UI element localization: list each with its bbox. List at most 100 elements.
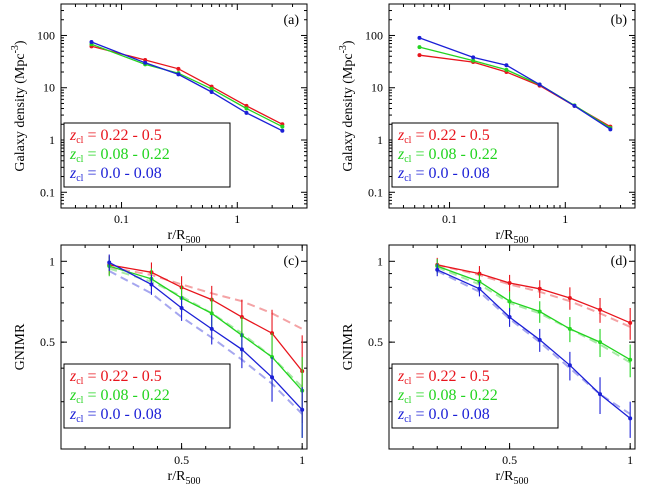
legend-box	[391, 363, 559, 429]
data-point	[628, 357, 633, 362]
legend-z-subscript: cl	[404, 154, 411, 165]
data-point	[471, 55, 476, 60]
legend-box	[63, 122, 231, 188]
x-tick-label: 1	[299, 453, 305, 467]
data-point	[567, 326, 572, 331]
data-point	[572, 103, 577, 108]
data-point	[209, 86, 214, 91]
data-point	[608, 127, 613, 132]
data-point	[143, 57, 148, 62]
panel-b: 0.1 1 0.1 1 10 100 r/R500 Galaxy density (Mpc-3…	[338, 3, 636, 246]
y-axis-title-superscript: -3	[10, 45, 21, 53]
x-axis-title: r/R500	[496, 469, 529, 487]
legend-z-subscript: cl	[76, 414, 83, 425]
y-tick-label: 1	[49, 254, 55, 268]
data-point	[280, 124, 285, 129]
data-point	[239, 347, 244, 352]
legend-entry: zcl = 0.0 - 0.08	[397, 165, 490, 184]
legend-entry: zcl = 0.0 - 0.08	[69, 406, 162, 425]
y-tick-label: 1	[377, 254, 383, 268]
x-axis-title-subscript: 500	[185, 235, 200, 246]
legend-z-subscript: cl	[76, 135, 83, 146]
legend-z-symbol: z	[397, 165, 405, 182]
panel-label: (c)	[283, 254, 299, 269]
legend-entry: zcl = 0.22 - 0.5	[69, 127, 162, 146]
x-axis-title-main: r/R	[496, 228, 515, 243]
data-point	[504, 67, 509, 72]
data-point	[417, 45, 422, 50]
legend-z-symbol: z	[397, 387, 405, 404]
legend-z-symbol: z	[69, 406, 77, 423]
data-point	[477, 286, 482, 291]
data-point	[280, 128, 285, 133]
x-axis-title: r/R500	[168, 228, 201, 246]
legend-z-subscript: cl	[404, 173, 411, 184]
legend-z-subscript: cl	[404, 135, 411, 146]
series-line	[109, 264, 303, 372]
x-axis-title: r/R500	[168, 469, 201, 487]
y-axis-title-main: Galaxy density (Mpc	[13, 53, 28, 171]
dashed-series-line	[436, 263, 631, 328]
series-line	[419, 54, 611, 128]
legend-z-subscript: cl	[76, 173, 83, 184]
y-axis-title: GNIMR	[341, 323, 356, 370]
data-point	[149, 282, 154, 287]
legend-z-symbol: z	[397, 406, 405, 423]
y-axis-title-main: GNIMR	[13, 323, 28, 370]
data-point	[435, 267, 440, 272]
legend-range: = 0.0 - 0.08	[411, 406, 489, 423]
data-point	[628, 416, 633, 421]
x-tick-label: 0.1	[114, 212, 129, 226]
legend-entry: zcl = 0.22 - 0.5	[69, 368, 162, 387]
data-point	[507, 299, 512, 304]
legend-z-symbol: z	[69, 368, 77, 385]
x-tick-label: 1	[234, 212, 240, 226]
panel-a: 0.1 1 0.1 1 10 100 r/R500 Galaxy density (Mpc-3…	[10, 3, 308, 246]
y-axis-title-end: )	[13, 40, 28, 45]
legend-entry: zcl = 0.08 - 0.22	[69, 387, 170, 406]
legend-range: = 0.08 - 0.22	[83, 387, 169, 404]
legend-z-subscript: cl	[404, 414, 411, 425]
x-axis-title-main: r/R	[496, 469, 515, 484]
y-axis-title-main: GNIMR	[341, 323, 356, 370]
data-point	[598, 307, 603, 312]
data-point	[507, 281, 512, 286]
data-point	[471, 58, 476, 63]
data-point	[270, 375, 275, 380]
legend-z-symbol: z	[69, 387, 77, 404]
x-axis-title: r/R500	[496, 228, 529, 246]
y-axis-title-superscript: -3	[338, 45, 349, 53]
data-point	[300, 407, 305, 412]
legend-entry: zcl = 0.22 - 0.5	[397, 368, 490, 387]
x-axis-title-subscript: 500	[513, 476, 528, 487]
y-tick-label: 10	[43, 81, 55, 95]
data-point	[417, 53, 422, 58]
legend-box	[391, 122, 559, 188]
x-tick-label: 1	[627, 453, 633, 467]
legend-entry: zcl = 0.0 - 0.08	[69, 165, 162, 184]
y-tick-label: 100	[37, 28, 55, 42]
legend-entry: zcl = 0.08 - 0.22	[397, 387, 498, 406]
legend-entry: zcl = 0.0 - 0.08	[397, 406, 490, 425]
legend-entry: zcl = 0.08 - 0.22	[397, 146, 498, 165]
plot-frame	[60, 3, 308, 209]
data-point	[209, 89, 214, 94]
legend-entry: zcl = 0.22 - 0.5	[397, 127, 490, 146]
data-point	[537, 82, 542, 87]
data-point	[209, 311, 214, 316]
data-point	[176, 66, 181, 71]
data-point	[176, 72, 181, 77]
legend-range: = 0.22 - 0.5	[411, 127, 489, 144]
data-point	[209, 326, 214, 331]
x-axis-title-main: r/R	[168, 228, 187, 243]
y-tick-label: 0.1	[40, 185, 55, 199]
plot-frame	[388, 3, 636, 209]
data-point	[628, 320, 633, 325]
legend-entry: zcl = 0.08 - 0.22	[69, 146, 170, 165]
